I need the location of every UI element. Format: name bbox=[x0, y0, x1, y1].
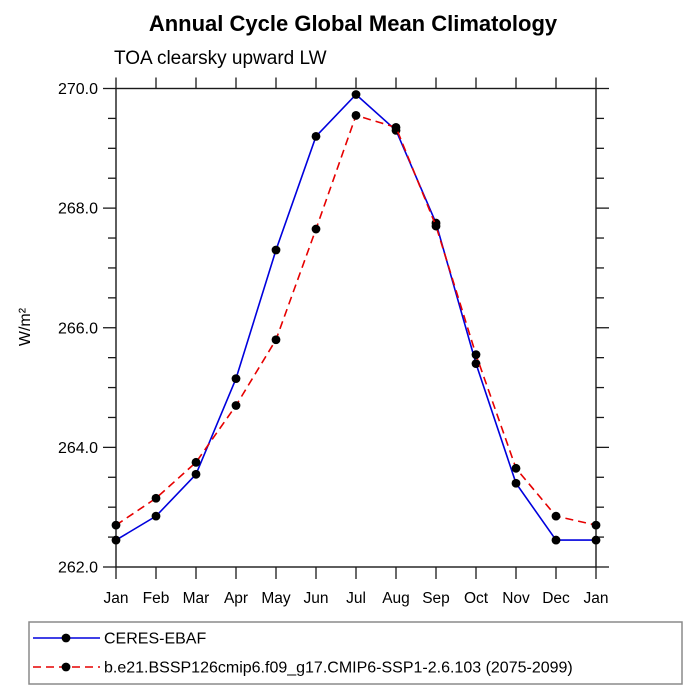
series-line-1 bbox=[115, 114, 597, 526]
x-tick-label: Jul bbox=[346, 590, 366, 607]
x-tick-label: Oct bbox=[464, 590, 489, 607]
legend-entry-model: b.e21.BSSP126cmip6.f09_g17.CMIP6-SSP1-2.… bbox=[33, 660, 573, 677]
y-tick-label: 268.0 bbox=[58, 201, 98, 218]
x-tick-label: Dec bbox=[542, 590, 570, 607]
x-tick-label: Jan bbox=[104, 590, 129, 607]
x-tick-label: Mar bbox=[183, 590, 210, 607]
y-tick-label: 266.0 bbox=[58, 320, 98, 337]
x-tick-label: Feb bbox=[143, 590, 170, 607]
legend-label-ceres: CERES-EBAF bbox=[104, 631, 206, 648]
data-point-marker bbox=[191, 469, 201, 479]
data-point-marker bbox=[271, 335, 281, 345]
data-point-marker bbox=[311, 131, 321, 141]
data-point-marker bbox=[311, 224, 321, 234]
x-tick-label: Jun bbox=[304, 590, 329, 607]
legend-entry-ceres: CERES-EBAF bbox=[33, 631, 206, 648]
x-tick-label: Aug bbox=[382, 590, 410, 607]
y-tick-label: 262.0 bbox=[58, 560, 98, 577]
data-point-marker bbox=[351, 111, 361, 120]
data-point-marker bbox=[151, 493, 161, 503]
data-point-marker bbox=[151, 511, 161, 521]
axis-tick-labels: Jan Feb Mar Apr May Jun Jul Aug Sep Oct Nov Dec Jan 2… bbox=[58, 81, 609, 607]
data-point-marker bbox=[111, 535, 121, 545]
legend-border bbox=[28, 621, 683, 685]
chart-title: Annual Cycle Global Mean Climatology bbox=[149, 11, 558, 36]
data-point-marker bbox=[511, 463, 521, 473]
data-point-marker bbox=[591, 520, 601, 530]
data-point-marker bbox=[471, 350, 481, 360]
data-point-marker bbox=[431, 221, 441, 231]
data-point-marker bbox=[551, 511, 561, 521]
data-point-marker bbox=[391, 122, 401, 132]
y-axis-label: W/m² bbox=[17, 307, 34, 346]
data-point-marker bbox=[191, 457, 201, 467]
x-tick-label: Jan bbox=[584, 590, 609, 607]
data-point-marker bbox=[271, 245, 281, 255]
x-tick-label: Sep bbox=[422, 590, 450, 607]
data-point-marker bbox=[231, 374, 241, 383]
data-series bbox=[111, 90, 601, 545]
axis-ticks bbox=[103, 77, 609, 579]
x-tick-label: May bbox=[261, 590, 291, 607]
data-point-marker bbox=[471, 359, 481, 369]
data-point-marker bbox=[551, 535, 561, 545]
data-point-marker bbox=[111, 520, 121, 530]
data-point-marker bbox=[231, 401, 241, 410]
data-point-marker bbox=[591, 535, 601, 545]
legend-marker-dot bbox=[61, 662, 71, 672]
chart-subtitle: TOA clearsky upward LW bbox=[114, 48, 327, 69]
y-tick-label: 270.0 bbox=[58, 81, 98, 98]
legend-label-model: b.e21.BSSP126cmip6.f09_g17.CMIP6-SSP1-2.… bbox=[104, 660, 573, 677]
y-tick-label: 264.0 bbox=[58, 440, 98, 457]
series-line-0 bbox=[115, 93, 596, 541]
legend-marker-dot bbox=[61, 633, 71, 643]
legend-box: CERES-EBAF b.e21.BSSP126cmip6.f09_g17.CM… bbox=[28, 621, 683, 685]
x-tick-label: Nov bbox=[502, 590, 530, 607]
data-point-marker bbox=[351, 90, 361, 99]
data-point-marker bbox=[511, 478, 521, 488]
x-tick-label: Apr bbox=[224, 590, 248, 607]
